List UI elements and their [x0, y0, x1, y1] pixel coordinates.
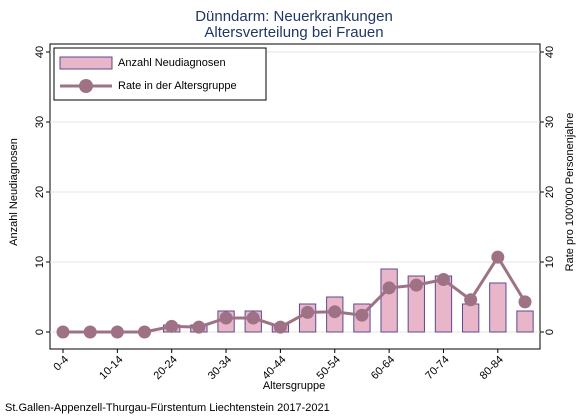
point	[491, 250, 505, 264]
legend-label: Rate in der Altersgruppe	[118, 80, 237, 92]
point	[382, 281, 396, 295]
point	[56, 325, 70, 339]
chart-title: Dünndarm: Neuerkrankungen	[195, 8, 393, 25]
y-tick-label: 30	[34, 116, 46, 128]
point	[328, 305, 342, 319]
y-tick-label: 20	[34, 186, 46, 198]
point	[273, 320, 287, 334]
point	[355, 308, 369, 322]
y2-tick-label: 0	[544, 329, 556, 335]
y-axis-title: Anzahl Neudiagnosen	[8, 138, 20, 246]
y-tick-label: 10	[34, 256, 46, 268]
plot-area	[49, 43, 541, 350]
point	[464, 293, 478, 307]
y-tick-label: 0	[34, 329, 46, 335]
legend-swatch	[59, 56, 113, 70]
legend-swatch	[79, 79, 93, 93]
bar	[516, 310, 534, 333]
point	[165, 319, 179, 333]
point	[219, 311, 233, 325]
y-tick-label: 40	[34, 46, 46, 58]
y2-tick-label: 10	[544, 256, 556, 268]
point	[409, 278, 423, 292]
y2-tick-label: 20	[544, 186, 556, 198]
point	[246, 311, 260, 325]
bar	[461, 303, 480, 333]
point	[138, 325, 152, 339]
x-axis-title: Altersgruppe	[263, 380, 325, 392]
point	[436, 273, 450, 286]
chart-subtitle: Altersverteilung bei Frauen	[204, 24, 383, 41]
y2-tick-label: 30	[544, 116, 556, 128]
footnote: St.Gallen-Appenzell-Thurgau-Fürstentum L…	[5, 402, 330, 414]
bar	[380, 268, 398, 333]
point	[83, 325, 97, 339]
bar	[489, 282, 507, 333]
point	[518, 295, 532, 309]
y2-axis-title: Rate pro 100'000 Personenjahre	[564, 113, 576, 272]
y2-tick-label: 40	[544, 46, 556, 58]
point	[110, 325, 124, 339]
legend-label: Anzahl Neudiagnosen	[118, 57, 226, 69]
point	[192, 320, 206, 334]
point	[301, 305, 315, 319]
